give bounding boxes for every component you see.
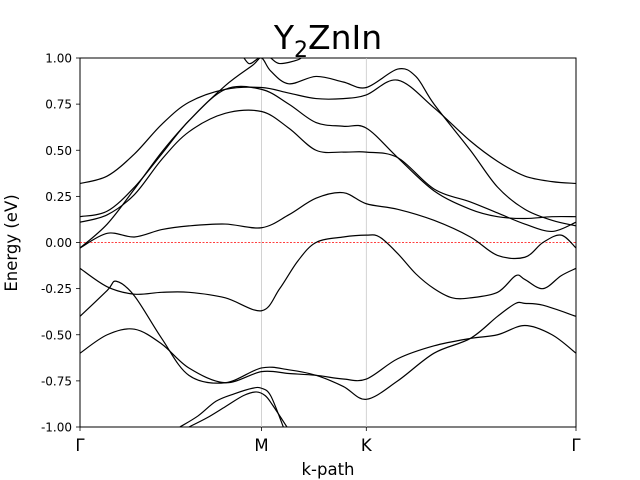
band-line-6: [80, 85, 576, 220]
x-tick-label: K: [361, 436, 373, 455]
band-line-1: [80, 324, 576, 384]
high-symmetry-lines: [261, 58, 367, 427]
y-tick-label: 0.25: [45, 190, 72, 204]
x-axis-label: k-path: [301, 460, 354, 479]
y-tick-label: -0.25: [41, 282, 72, 296]
x-tick-label: Γ: [75, 436, 85, 455]
x-tick-label: M: [254, 436, 268, 455]
title-main: Y: [273, 18, 295, 57]
y-tick-label: -0.75: [41, 374, 72, 388]
y-axis-ticks: -1.00 -0.75 -0.50 -0.25 0.00 0.25 0.50 0.75 1.00: [41, 52, 80, 435]
band-line-7: [80, 79, 576, 185]
title-subscript: 2: [294, 38, 308, 63]
band-line-2: [80, 280, 576, 400]
band-line-10: [179, 386, 284, 427]
plot-area: [79, 57, 577, 428]
x-tick-label: Γ: [571, 436, 581, 455]
title-rest: ZnIn: [308, 18, 382, 57]
y-axis-label: Energy (eV): [2, 194, 21, 291]
band-curves: [80, 58, 576, 427]
band-line-3: [80, 234, 576, 312]
y-tick-label: -0.50: [41, 328, 72, 342]
y-tick-label: 0.75: [45, 98, 72, 112]
y-tick-label: 0.50: [45, 144, 72, 158]
band-line-5: [80, 109, 576, 233]
band-line-4: [80, 191, 576, 260]
band-line-9: [243, 58, 303, 65]
band-line-11: [188, 391, 288, 427]
chart-title: Y2ZnIn: [273, 18, 382, 63]
y-tick-label: 1.00: [45, 52, 72, 66]
y-tick-label: -1.00: [41, 421, 72, 435]
y-tick-label: 0.00: [45, 236, 72, 250]
band-line-8: [80, 58, 576, 249]
